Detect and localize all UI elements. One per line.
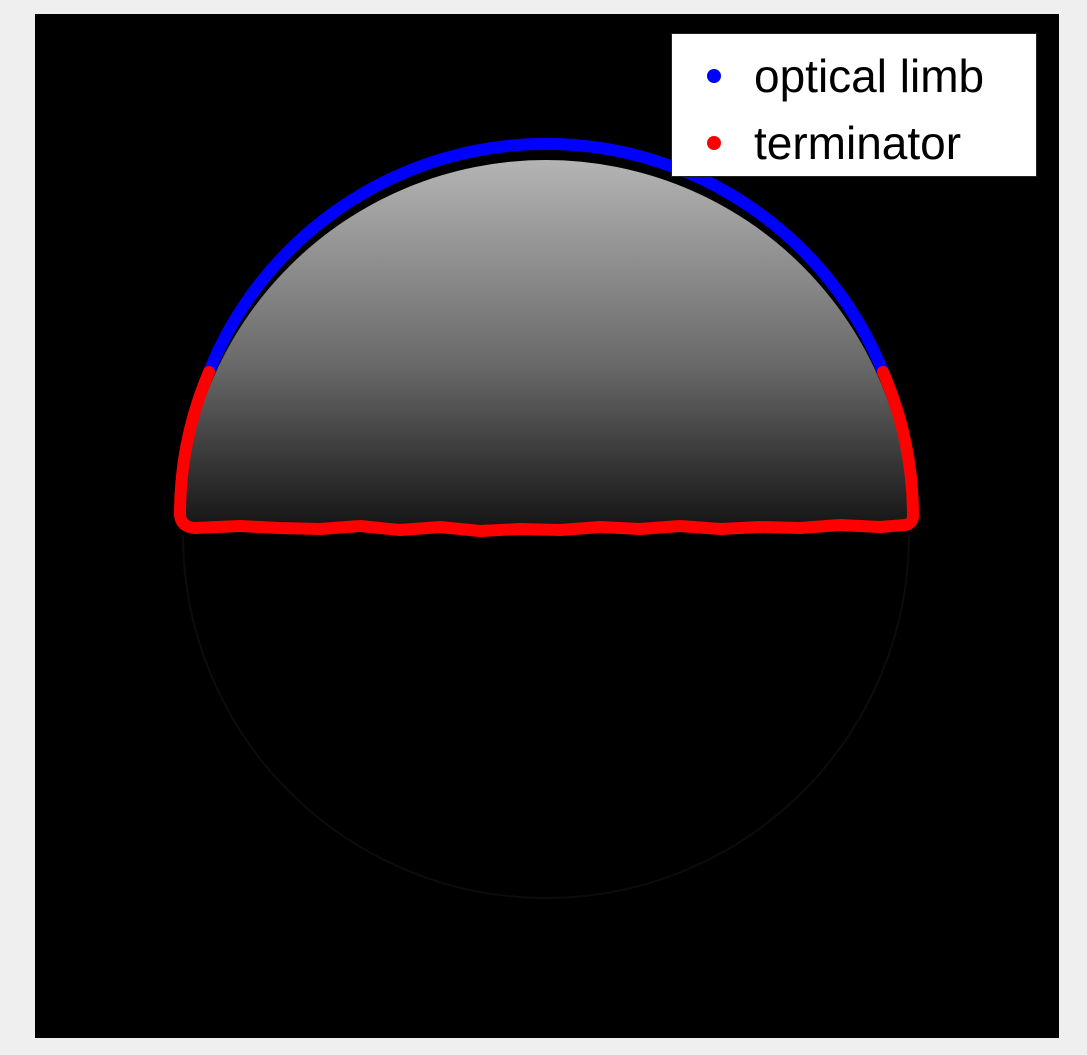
- lit-hemisphere: [183, 160, 914, 529]
- legend-item-optical-limb: optical limb: [672, 46, 1036, 106]
- legend-marker-blue: [707, 69, 721, 83]
- terminator-curve-left: [173, 366, 215, 521]
- legend: optical limb terminator: [671, 33, 1037, 177]
- terminator-curve-right: [877, 366, 919, 521]
- legend-item-terminator: terminator: [672, 113, 1036, 173]
- legend-label-optical-limb: optical limb: [754, 50, 985, 102]
- legend-label-terminator: terminator: [754, 117, 962, 169]
- legend-marker-red: [707, 136, 721, 150]
- dark-hemisphere-outline: [182, 534, 910, 899]
- optical-limb-curve: [203, 137, 889, 378]
- terminator-curve-base: [174, 509, 919, 537]
